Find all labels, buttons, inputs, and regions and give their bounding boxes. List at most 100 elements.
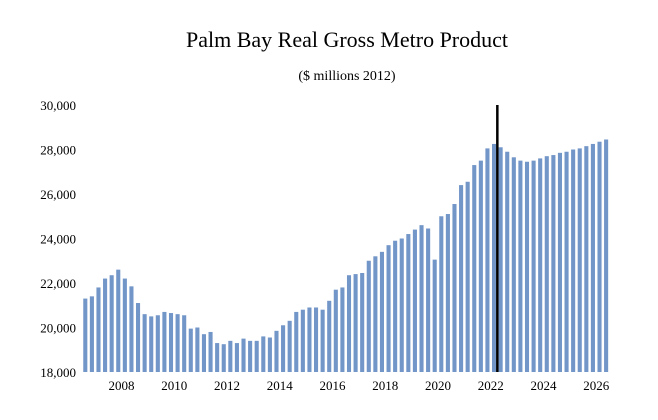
bar xyxy=(577,148,582,372)
bar xyxy=(267,337,272,372)
bar xyxy=(254,340,259,372)
bar xyxy=(188,328,193,372)
bar xyxy=(327,300,332,372)
bar xyxy=(597,141,602,372)
bar xyxy=(83,298,88,372)
y-axis-ticks: 18,000 20,000 22,000 24,000 26,000 28,000 30,0… xyxy=(40,98,76,380)
bar xyxy=(445,214,450,372)
bar xyxy=(281,325,286,372)
bar xyxy=(518,160,523,373)
bar xyxy=(524,161,530,372)
bar xyxy=(452,204,457,372)
bar xyxy=(155,315,160,372)
bar xyxy=(491,143,497,372)
bar xyxy=(399,238,404,372)
x-tick-label: 2016 xyxy=(320,378,347,393)
y-tick-label: 20,000 xyxy=(40,321,76,336)
bar xyxy=(571,149,576,372)
bar xyxy=(215,343,220,372)
bar xyxy=(557,152,563,372)
x-tick-label: 2008 xyxy=(109,378,135,393)
bar xyxy=(590,143,595,372)
bar xyxy=(129,286,134,372)
y-tick-label: 28,000 xyxy=(40,143,76,158)
y-tick-label: 24,000 xyxy=(40,232,76,247)
bar xyxy=(419,225,424,372)
bar xyxy=(412,229,417,372)
bar xyxy=(221,344,226,372)
bar xyxy=(544,156,549,372)
bar xyxy=(406,234,411,372)
bar xyxy=(538,158,543,372)
bar xyxy=(459,185,464,372)
bar xyxy=(142,314,147,372)
chart-title: Palm Bay Real Gross Metro Product xyxy=(186,27,508,52)
bar xyxy=(96,287,101,372)
bar xyxy=(505,151,510,372)
y-tick-label: 18,000 xyxy=(40,365,76,380)
bar xyxy=(135,303,141,372)
bar xyxy=(360,272,365,372)
x-tick-label: 2010 xyxy=(161,378,187,393)
bar xyxy=(89,296,94,372)
bar xyxy=(228,340,233,372)
bar xyxy=(168,313,174,372)
bar xyxy=(346,275,352,372)
bar xyxy=(208,331,213,372)
bar xyxy=(531,160,536,373)
bar xyxy=(149,316,154,373)
x-tick-label: 2026 xyxy=(583,378,610,393)
x-tick-label: 2020 xyxy=(425,378,451,393)
bar xyxy=(307,307,312,372)
bar xyxy=(182,315,187,372)
bar xyxy=(432,259,437,372)
bar xyxy=(373,256,378,372)
bar xyxy=(353,274,358,372)
x-tick-label: 2018 xyxy=(372,378,398,393)
bar xyxy=(439,216,444,372)
bar xyxy=(274,330,279,372)
bar xyxy=(485,148,490,372)
bar xyxy=(511,157,516,372)
bar xyxy=(564,151,569,372)
bar xyxy=(300,309,305,372)
x-tick-label: 2024 xyxy=(530,378,557,393)
bar xyxy=(465,181,470,372)
bar xyxy=(551,155,556,372)
bar xyxy=(241,338,246,373)
bar xyxy=(122,278,127,372)
plot-area xyxy=(83,105,609,373)
x-tick-label: 2022 xyxy=(478,378,504,393)
bar xyxy=(162,311,167,372)
bar xyxy=(234,343,239,372)
y-tick-label: 22,000 xyxy=(40,276,76,291)
x-axis-ticks: 2008 2010 2012 2014 2016 2018 2020 2022 2024 2026 xyxy=(109,378,610,393)
chart-subtitle: ($ millions 2012) xyxy=(298,69,396,84)
bar xyxy=(201,334,207,372)
bar xyxy=(195,327,200,372)
bar xyxy=(103,278,108,372)
bar xyxy=(426,228,431,372)
bar xyxy=(393,240,398,372)
bar xyxy=(109,275,114,372)
y-tick-label: 26,000 xyxy=(40,187,76,202)
bar xyxy=(478,160,483,373)
bar xyxy=(294,311,299,372)
bar xyxy=(604,139,609,372)
bar xyxy=(498,147,503,372)
bar xyxy=(333,289,338,372)
bar xyxy=(248,340,253,372)
bar xyxy=(472,165,477,372)
y-tick-label: 30,000 xyxy=(40,98,76,113)
bar xyxy=(116,269,121,372)
x-tick-label: 2014 xyxy=(267,378,294,393)
bar xyxy=(287,320,292,372)
bar xyxy=(340,287,345,372)
bar xyxy=(584,146,589,372)
bar xyxy=(320,309,325,372)
bar xyxy=(386,245,391,372)
bar xyxy=(313,307,319,372)
bar xyxy=(366,260,371,372)
